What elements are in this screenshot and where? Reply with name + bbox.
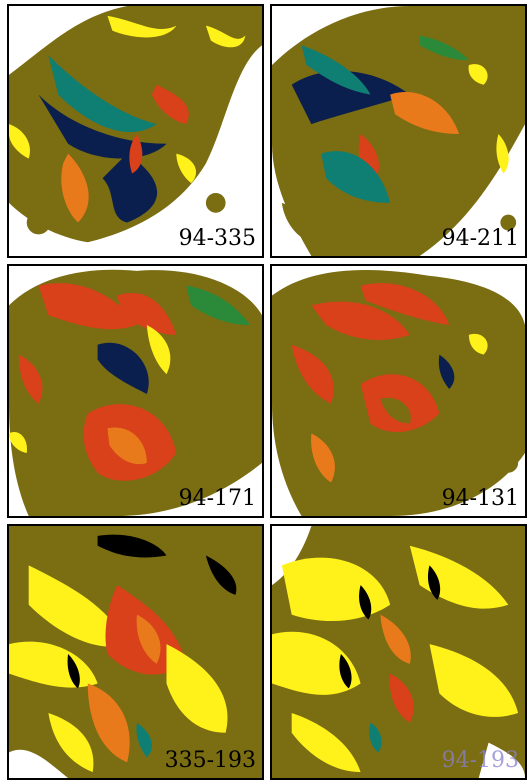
map-panel-2: 94-211 — [270, 4, 527, 258]
map-panel-1: 94-335 — [7, 4, 264, 258]
color-map-1 — [9, 6, 262, 256]
color-map-4 — [272, 266, 525, 516]
map-panel-4: 94-131 — [270, 264, 527, 518]
panel-label: 94-211 — [441, 226, 519, 251]
color-map-2 — [272, 6, 525, 256]
map-panel-6: 94-193 — [270, 524, 527, 780]
panel-label: 94-171 — [178, 486, 256, 511]
panel-label: 94-335 — [178, 226, 256, 251]
color-map-6 — [272, 526, 525, 778]
color-map-3 — [9, 266, 262, 516]
panel-label: 335-193 — [164, 748, 256, 773]
color-map-5 — [9, 526, 262, 778]
panel-label: 94-131 — [441, 486, 519, 511]
map-panel-3: 94-171 — [7, 264, 264, 518]
map-panel-5: 335-193 — [7, 524, 264, 780]
panel-label: 94-193 — [441, 748, 519, 773]
